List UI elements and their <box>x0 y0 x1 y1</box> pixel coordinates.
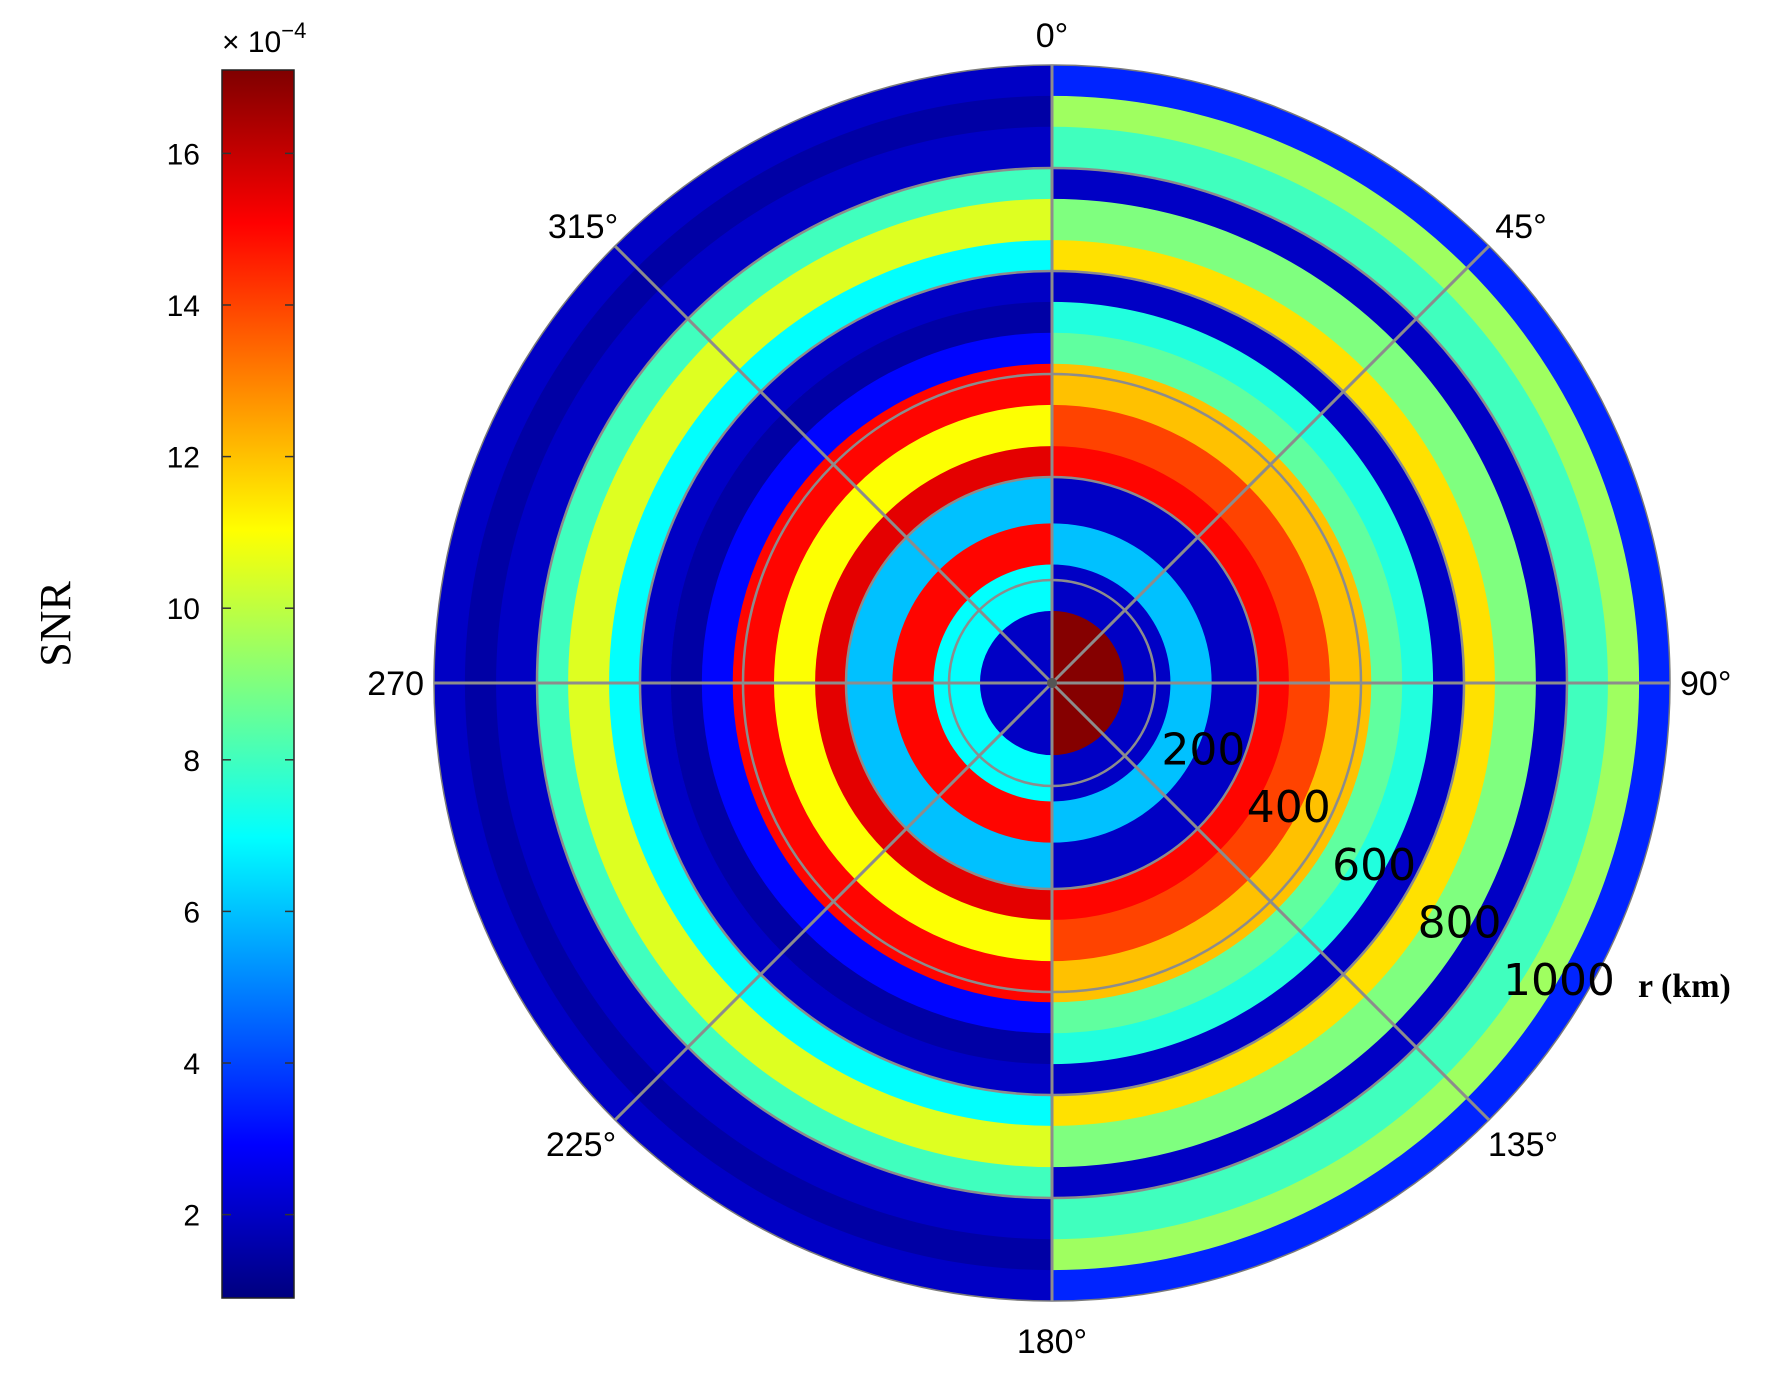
heatmap-band-right <box>1052 522 1213 844</box>
angle-label: 315° <box>548 208 618 246</box>
colorbar-tick-label: 16 <box>167 138 200 171</box>
heatmap-band-left <box>845 476 1052 890</box>
angular-grid-line <box>1050 681 1491 1122</box>
heatmap-band-right <box>1052 476 1259 890</box>
polar-plot: 0° 45° 90° 135° 180° 225° 270 315° 200400600800… <box>367 17 1731 1361</box>
colorbar-label: SNR <box>31 581 80 667</box>
heatmap-band-right <box>1052 564 1171 802</box>
colorbar-tick-label: 4 <box>183 1048 200 1081</box>
colorbar-tick-label: 8 <box>183 745 200 778</box>
angle-label: 180° <box>1017 1323 1087 1361</box>
angular-grid-line <box>1050 244 1491 685</box>
radial-tick-label: 200 <box>1161 725 1245 776</box>
radial-tick-label: 800 <box>1418 897 1502 948</box>
angular-grid-line <box>613 681 1054 1122</box>
angle-label: 270 <box>367 665 424 703</box>
heatmap-band-right <box>1052 363 1372 1003</box>
angle-label: 135° <box>1488 1126 1558 1164</box>
heatmap-band-left <box>933 564 1052 802</box>
heatmap-band-left <box>814 445 1052 921</box>
angle-label: 0° <box>1036 17 1069 55</box>
radial-tick-label: 400 <box>1247 782 1331 833</box>
radial-tick-label: 600 <box>1332 840 1416 891</box>
heatmap-band-left <box>891 522 1052 844</box>
heatmap-band-left <box>732 363 1052 1003</box>
colorbar-gradient <box>221 69 295 1299</box>
colorbar: 2 4 6 8 10 12 14 16 × 10−4 SNR <box>31 18 306 1299</box>
angular-grid-line <box>613 244 1054 685</box>
heatmap-band-right <box>1052 404 1331 962</box>
radial-tick-label: 1000 <box>1503 955 1615 1006</box>
polar-grid <box>433 64 1671 1302</box>
colorbar-tick-label: 2 <box>183 1200 200 1233</box>
colorbar-exponent: × 10−4 <box>222 18 306 59</box>
angle-label: 45° <box>1495 208 1546 246</box>
angle-label: 90° <box>1680 665 1731 703</box>
angle-label: 225° <box>546 1126 616 1164</box>
colorbar-tick-label: 12 <box>167 442 200 475</box>
colorbar-ticks: 2 4 6 8 10 12 14 16 <box>167 138 294 1233</box>
colorbar-tick-label: 14 <box>167 290 200 323</box>
heatmap-band-left <box>773 404 1052 962</box>
polar-center-marker <box>1047 678 1057 688</box>
colorbar-tick-label: 6 <box>183 896 200 929</box>
colorbar-tick-label: 10 <box>167 593 200 626</box>
heatmap-band-right <box>1052 445 1290 921</box>
angular-axis-labels: 0° 45° 90° 135° 180° 225° 270 315° <box>367 17 1731 1361</box>
radial-axis-title: r (km) <box>1638 968 1731 1005</box>
